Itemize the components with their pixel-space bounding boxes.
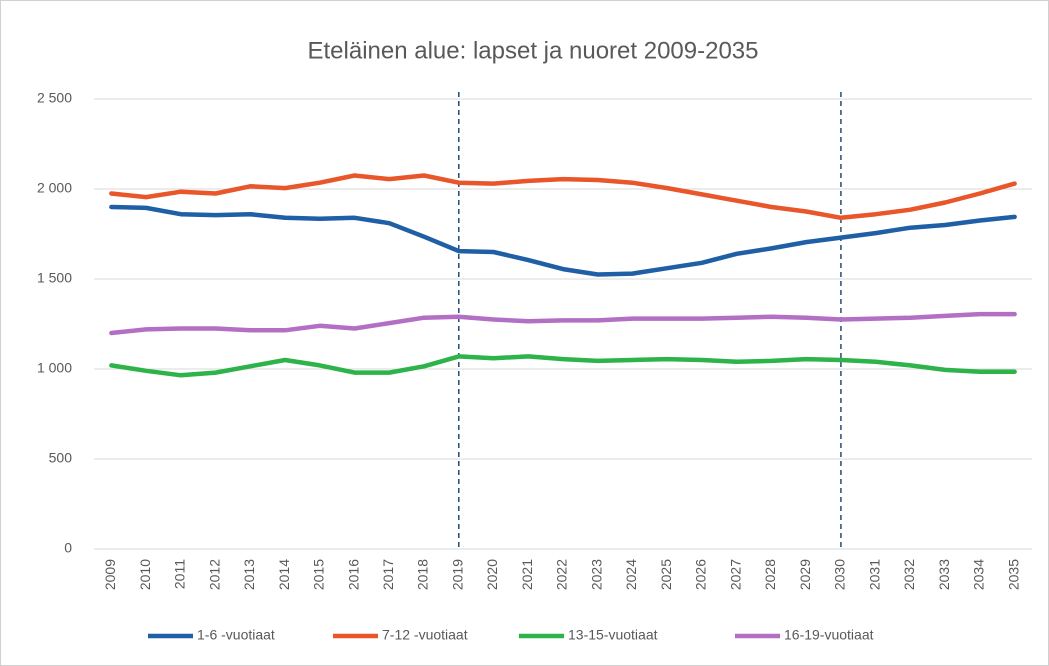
x-tick-label: 2015: [311, 559, 327, 590]
legend-label: 7-12 -vuotiaat: [382, 627, 468, 643]
x-tick-label: 2032: [901, 559, 917, 590]
y-tick-label: 2 500: [37, 90, 72, 106]
x-tick-label: 2019: [449, 559, 465, 590]
y-tick-label: 0: [64, 540, 72, 556]
x-tick-label: 2016: [345, 559, 361, 590]
chart-title: Eteläinen alue: lapset ja nuoret 2009-20…: [307, 37, 758, 64]
legend-label: 1-6 -vuotiaat: [197, 627, 275, 643]
x-tick-label: 2013: [241, 559, 257, 590]
series-line: [109, 354, 1017, 378]
series-line: [109, 311, 1017, 336]
series-line: [109, 173, 1017, 221]
y-tick-label: 1 000: [37, 360, 72, 376]
x-tick-label: 2012: [206, 559, 222, 590]
x-tick-label: 2017: [380, 559, 396, 590]
x-tick-label: 2025: [658, 559, 674, 590]
y-tick-label: 500: [49, 450, 73, 466]
legend-label: 13-15-vuotiaat: [568, 627, 658, 643]
x-tick-label: 2023: [588, 559, 604, 590]
x-tick-label: 2029: [797, 559, 813, 590]
x-tick-label: 2009: [102, 559, 118, 590]
x-tick-label: 2030: [832, 559, 848, 590]
x-tick-label: 2021: [519, 559, 535, 590]
y-tick-label: 2 000: [37, 180, 72, 196]
x-tick-label: 2014: [276, 559, 292, 590]
x-tick-label: 2026: [693, 559, 709, 590]
x-tick-label: 2024: [623, 559, 639, 590]
x-tick-label: 2018: [415, 559, 431, 590]
x-tick-label: 2020: [484, 559, 500, 590]
x-tick-label: 2034: [971, 559, 987, 590]
legend-label: 16-19-vuotiaat: [784, 627, 874, 643]
x-tick-label: 2028: [762, 559, 778, 590]
y-tick-label: 1 500: [37, 270, 72, 286]
x-tick-label: 2031: [866, 559, 882, 590]
series-line: [109, 204, 1017, 277]
x-tick-label: 2010: [137, 559, 153, 590]
x-tick-label: 2011: [172, 559, 188, 589]
x-tick-label: 2027: [727, 559, 743, 590]
x-tick-label: 2022: [554, 559, 570, 590]
x-tick-label: 2035: [1005, 559, 1021, 590]
x-tick-label: 2033: [936, 559, 952, 590]
